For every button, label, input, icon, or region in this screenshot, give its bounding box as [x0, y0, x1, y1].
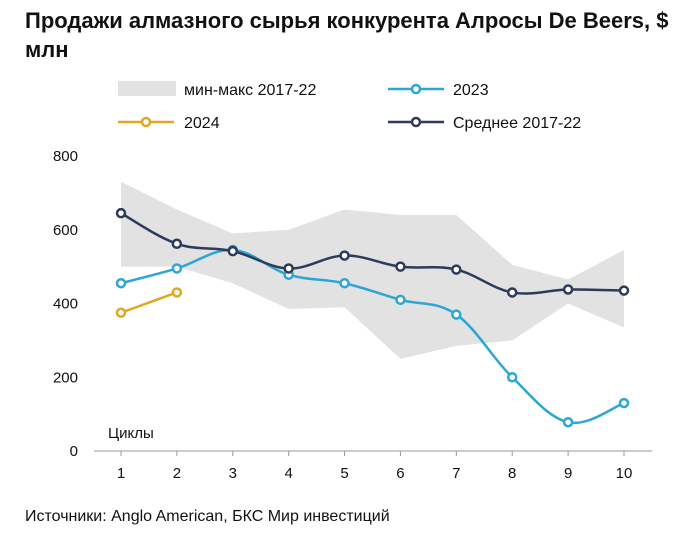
legend-marker-2024: [140, 116, 152, 128]
series-point-average-3: [227, 245, 239, 257]
series-point-average-1: [115, 207, 127, 219]
legend-label-average: Среднее 2017-22: [453, 115, 581, 132]
series-point-2023-10: [618, 397, 630, 409]
y-tick-label-400: 400: [53, 296, 78, 313]
series-point-2023-2: [171, 263, 183, 274]
series-point-2023-1: [115, 277, 127, 289]
chart-title: Продажи алмазного сырья конкурента Алрос…: [25, 8, 669, 62]
series-point-average-2: [171, 238, 183, 250]
series-point-2023-6: [395, 294, 406, 306]
series-point-2023-5: [339, 277, 350, 289]
x-tick-label-1: 1: [117, 465, 125, 482]
x-axis-title: Циклы: [108, 425, 154, 442]
series-line-2023: [120, 248, 625, 425]
series-point-average-4: [283, 263, 294, 274]
legend-swatch-band: [118, 81, 176, 96]
source-note: Источники: Anglo American, БКС Мир инвес…: [25, 508, 390, 525]
series-point-2023-9: [562, 416, 574, 428]
plot-area: 1 2 3 4 5 6 7 8 9 10 0 200 400 600 800: [53, 148, 652, 482]
legend: мин-макс 2017-22 2023 2024 Среднее 2017-…: [118, 81, 581, 132]
legend-label-band: мин-макс 2017-22: [184, 82, 316, 99]
x-tick-label-8: 8: [508, 465, 516, 482]
series-point-average-9: [562, 284, 574, 295]
min-max-band: [121, 181, 624, 359]
x-tick-label-10: 10: [616, 465, 633, 482]
x-tick-label-5: 5: [340, 465, 348, 482]
legend-label-2024: 2024: [184, 115, 220, 132]
x-tick-label-4: 4: [284, 465, 292, 482]
series-point-2023-7: [451, 309, 462, 320]
series-point-average-6: [395, 261, 406, 272]
legend-marker-2023: [410, 83, 422, 95]
y-tick-label-600: 600: [53, 222, 78, 239]
series-point-2024-1: [115, 307, 127, 318]
y-tick-label-800: 800: [53, 148, 78, 165]
x-tick-label-2: 2: [173, 465, 181, 482]
y-tick-label-0: 0: [70, 443, 78, 460]
x-tick-label-9: 9: [564, 465, 572, 482]
legend-label-2023: 2023: [453, 82, 489, 99]
y-tick-label-200: 200: [53, 369, 78, 386]
series-point-average-5: [339, 250, 350, 261]
x-tick-label-7: 7: [452, 465, 460, 482]
series-point-average-10: [618, 285, 630, 296]
series-point-average-7: [451, 264, 462, 275]
x-tick-label-6: 6: [396, 465, 404, 482]
series-line-2024: [120, 291, 178, 314]
series-point-2023-8: [506, 372, 518, 383]
series-point-2024-2: [171, 287, 183, 298]
legend-marker-average: [410, 116, 422, 128]
series-line-average: [120, 212, 625, 295]
x-tick-label-3: 3: [229, 465, 237, 482]
series-point-average-8: [506, 287, 518, 298]
